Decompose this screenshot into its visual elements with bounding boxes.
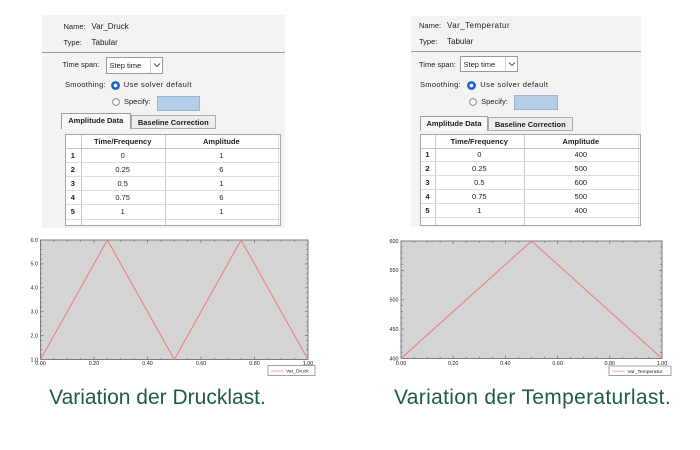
svg-text:450: 450: [390, 327, 399, 333]
svg-text:0.00: 0.00: [396, 361, 407, 367]
svg-text:0.60: 0.60: [552, 361, 563, 367]
svg-text:0.40: 0.40: [500, 361, 511, 367]
svg-text:6.0: 6.0: [31, 238, 39, 244]
svg-text:0.20: 0.20: [89, 361, 100, 367]
svg-text:550: 550: [390, 268, 399, 274]
svg-text:1.00: 1.00: [657, 361, 668, 367]
svg-text:Var_Temperatur: Var_Temperatur: [628, 369, 663, 375]
svg-text:0.60: 0.60: [196, 361, 207, 367]
svg-text:Var_Druck: Var_Druck: [286, 369, 309, 375]
svg-text:0.80: 0.80: [249, 361, 260, 367]
svg-text:0.00: 0.00: [35, 361, 46, 367]
svg-text:0.80: 0.80: [605, 361, 616, 367]
svg-text:600: 600: [390, 239, 399, 245]
svg-text:4.0: 4.0: [31, 286, 39, 292]
svg-text:500: 500: [390, 298, 399, 304]
svg-text:5.0: 5.0: [31, 262, 39, 268]
svg-text:2.0: 2.0: [31, 333, 39, 339]
svg-text:1.0: 1.0: [31, 357, 39, 363]
svg-text:400: 400: [390, 356, 399, 362]
svg-text:0.20: 0.20: [448, 361, 459, 367]
svg-text:3.0: 3.0: [31, 310, 39, 316]
svg-text:0.40: 0.40: [142, 361, 153, 367]
svg-text:1.00: 1.00: [303, 361, 314, 367]
